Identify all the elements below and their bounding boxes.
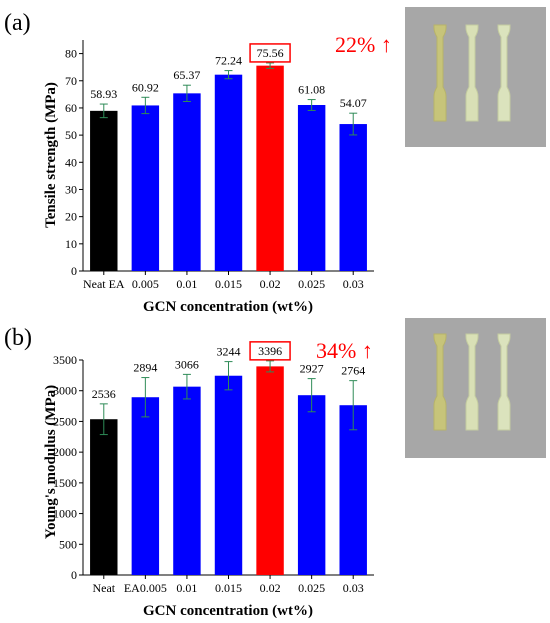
- chart-b-y-tick-label: 2000: [53, 445, 77, 459]
- chart-b-value-label: 2927: [300, 362, 324, 376]
- specimen-a-2: [465, 24, 479, 122]
- chart-a-error-bar: [307, 99, 316, 111]
- chart-b-error-bar: [349, 380, 358, 431]
- chart-a-y-tick-label: 40: [65, 155, 77, 169]
- chart-b-value-label: 3396: [258, 344, 282, 358]
- chart-a-error-bar: [141, 96, 150, 115]
- chart-a-y-tick-label: 30: [65, 182, 77, 196]
- chart-b-value-label: 3066: [175, 357, 199, 371]
- chart-b-y-axis-title: Young's modulus (MPa): [43, 385, 59, 539]
- chart-b-error-bar: [307, 378, 316, 413]
- specimen-a-1: [433, 24, 447, 122]
- chart-a-y-tick-label: 80: [65, 47, 77, 61]
- panel-a-label: (a): [4, 10, 31, 36]
- chart-a-y-tick-label: 0: [71, 264, 77, 278]
- chart-b-plot: 0 500 1000 1500 2000 2500 3000 3500 Neat 2536 EA0.…: [53, 341, 374, 595]
- chart-b-bar: [297, 395, 326, 575]
- chart-b-error-bar: [182, 373, 191, 400]
- chart-b-x-tick-label: 0.015: [215, 581, 242, 595]
- chart-a-highlight-box: [249, 43, 291, 63]
- chart-b-y-tick-label: 0: [71, 568, 77, 582]
- chart-b-bar: [214, 375, 243, 575]
- chart-b-x-tick-label: 0.025: [298, 581, 325, 595]
- specimen-b-2: [465, 333, 479, 431]
- chart-a-x-tick-label: 0.03: [343, 277, 364, 291]
- chart-b-bar: [339, 405, 367, 575]
- chart-b-bar: [256, 366, 284, 575]
- specimen-a-3: [497, 24, 511, 122]
- chart-a-error-bar: [349, 112, 358, 136]
- chart-b-y-tick-label: 3500: [53, 353, 77, 367]
- chart-a-bar: [297, 105, 326, 271]
- chart-b-bar: [131, 397, 160, 575]
- chart-a-error-bar: [224, 70, 233, 80]
- chart-b-x-tick-label: Neat: [92, 581, 115, 595]
- chart-a-x-tick-label: 0.01: [176, 277, 197, 291]
- chart-a-x-tick-label: 0.025: [298, 277, 325, 291]
- specimen-b-3: [497, 333, 511, 431]
- chart-b-y-tick-label: 1000: [53, 507, 77, 521]
- chart-a-y-axis-title: Tensile strength (MPa): [43, 82, 59, 228]
- specimen-photo-b: [405, 318, 546, 458]
- chart-a-value-label: 58.93: [90, 87, 117, 101]
- panel-a: (a) 0 10 20 30 40 50 60 70 80 Neat EA 58.93 0.005 60…: [4, 7, 546, 315]
- chart-b-bar: [173, 386, 201, 575]
- chart-a-x-tick-label: Neat EA: [83, 277, 125, 291]
- chart-a-x-tick-label: 0.02: [260, 277, 281, 291]
- specimen-photo-a: [405, 7, 546, 147]
- chart-b-x-axis-title: GCN concentration (wt%): [143, 603, 313, 619]
- chart-a-bar: [256, 65, 284, 271]
- chart-a-x-tick-label: 0.015: [215, 277, 242, 291]
- chart-a-bar: [90, 110, 118, 271]
- chart-a-y-tick-label: 20: [65, 210, 77, 224]
- chart-b-value-label: 3244: [217, 345, 241, 359]
- chart-b-error-bar: [141, 377, 150, 418]
- chart-a-y-tick-label: 60: [65, 101, 77, 115]
- chart-a-value-label: 60.92: [132, 80, 159, 94]
- chart-b-increase-annotation: 34% ↑: [316, 338, 373, 363]
- chart-b-x-tick-label: 0.03: [343, 581, 364, 595]
- chart-a-y-tick-label: 50: [65, 128, 77, 142]
- chart-b-y-tick-label: 500: [59, 537, 77, 551]
- chart-a-value-label: 61.08: [298, 83, 325, 97]
- specimen-b-1: [433, 333, 447, 431]
- chart-a-value-label: 54.07: [340, 96, 367, 110]
- chart-b-y-tick-label: 3000: [53, 384, 77, 398]
- chart-b-error-bar: [224, 361, 233, 391]
- panel-b-label: (b): [4, 325, 32, 351]
- chart-a-value-label: 72.24: [215, 54, 242, 68]
- chart-b-value-label: 2894: [133, 361, 157, 375]
- chart-a-bar: [214, 74, 243, 271]
- chart-a-error-bar: [99, 103, 108, 119]
- chart-a-error-bar: [182, 84, 191, 103]
- chart-a-value-label: 65.37: [173, 68, 200, 82]
- chart-a-bar: [339, 124, 367, 271]
- chart-a-x-axis-title: GCN concentration (wt%): [143, 299, 313, 315]
- chart-b-value-label: 2536: [92, 387, 116, 401]
- chart-b-error-bar: [266, 360, 275, 373]
- chart-a-x-tick-label: 0.005: [132, 277, 159, 291]
- chart-b-bar: [90, 419, 118, 575]
- chart-b-x-tick-label: 0.02: [260, 581, 281, 595]
- chart-a-bar: [173, 93, 201, 271]
- chart-a-y-tick-label: 70: [65, 74, 77, 88]
- chart-a-increase-annotation: 22% ↑: [335, 32, 392, 57]
- chart-a-plot: 0 10 20 30 40 50 60 70 80 Neat EA 58.93 0.005 60.92 0…: [65, 40, 374, 291]
- chart-b-error-bar: [99, 403, 108, 436]
- chart-b-value-label: 2764: [341, 364, 365, 378]
- chart-b-y-tick-label: 1500: [53, 476, 77, 490]
- chart-b-y-tick-label: 2500: [53, 414, 77, 428]
- chart-b-x-tick-label: 0.01: [176, 581, 197, 595]
- chart-b-highlight-box: [249, 341, 291, 361]
- chart-a-error-bar: [266, 62, 275, 69]
- chart-a-y-tick-label: 10: [65, 237, 77, 251]
- chart-b-x-tick-label: EA0.005: [124, 581, 167, 595]
- chart-a-value-label: 75.56: [257, 46, 284, 60]
- chart-a-bar: [131, 105, 160, 271]
- panel-b: (b) 0 500 1000 1500 2000 2500 3000 3500 Neat 2536…: [4, 318, 546, 619]
